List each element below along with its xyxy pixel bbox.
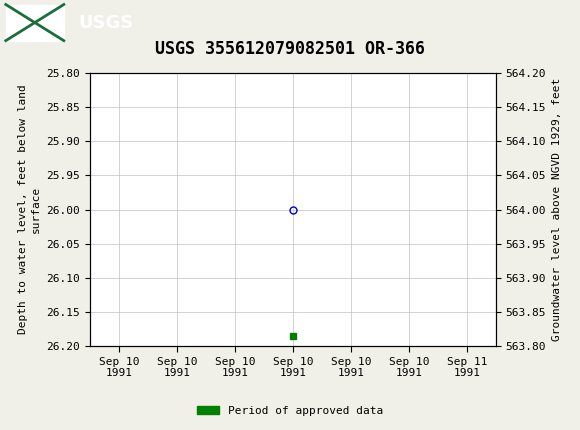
Y-axis label: Depth to water level, feet below land
surface: Depth to water level, feet below land su…: [17, 85, 41, 335]
Text: USGS 355612079082501 OR-366: USGS 355612079082501 OR-366: [155, 40, 425, 58]
Legend: Period of approved data: Period of approved data: [193, 401, 387, 420]
Y-axis label: Groundwater level above NGVD 1929, feet: Groundwater level above NGVD 1929, feet: [552, 78, 561, 341]
Bar: [6, 4, 64, 41]
Text: USGS: USGS: [78, 14, 133, 31]
